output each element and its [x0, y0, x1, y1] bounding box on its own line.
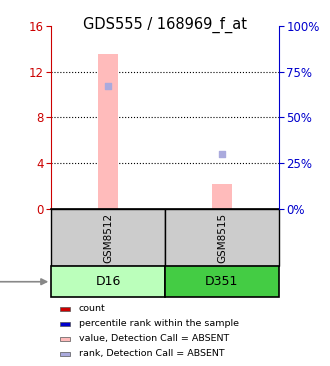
Text: value, Detection Call = ABSENT: value, Detection Call = ABSENT	[79, 334, 229, 343]
Text: cell line: cell line	[0, 275, 47, 288]
Bar	[51, 266, 165, 297]
Text: GDS555 / 168969_f_at: GDS555 / 168969_f_at	[83, 16, 247, 33]
Text: count: count	[79, 304, 106, 313]
Text: rank, Detection Call = ABSENT: rank, Detection Call = ABSENT	[79, 350, 224, 358]
Bar	[165, 209, 279, 266]
Bar	[60, 352, 70, 356]
Bar	[51, 209, 165, 266]
Bar	[212, 184, 232, 209]
Text: GSM8512: GSM8512	[103, 213, 113, 263]
Bar	[98, 54, 118, 209]
Text: D16: D16	[95, 275, 121, 288]
Bar	[165, 266, 279, 297]
Point	[105, 83, 111, 89]
Bar	[60, 321, 70, 326]
Text: GSM8515: GSM8515	[217, 213, 227, 263]
Bar	[60, 337, 70, 341]
Text: D351: D351	[205, 275, 239, 288]
Text: percentile rank within the sample: percentile rank within the sample	[79, 319, 239, 328]
Bar	[60, 306, 70, 311]
Point	[219, 151, 224, 157]
